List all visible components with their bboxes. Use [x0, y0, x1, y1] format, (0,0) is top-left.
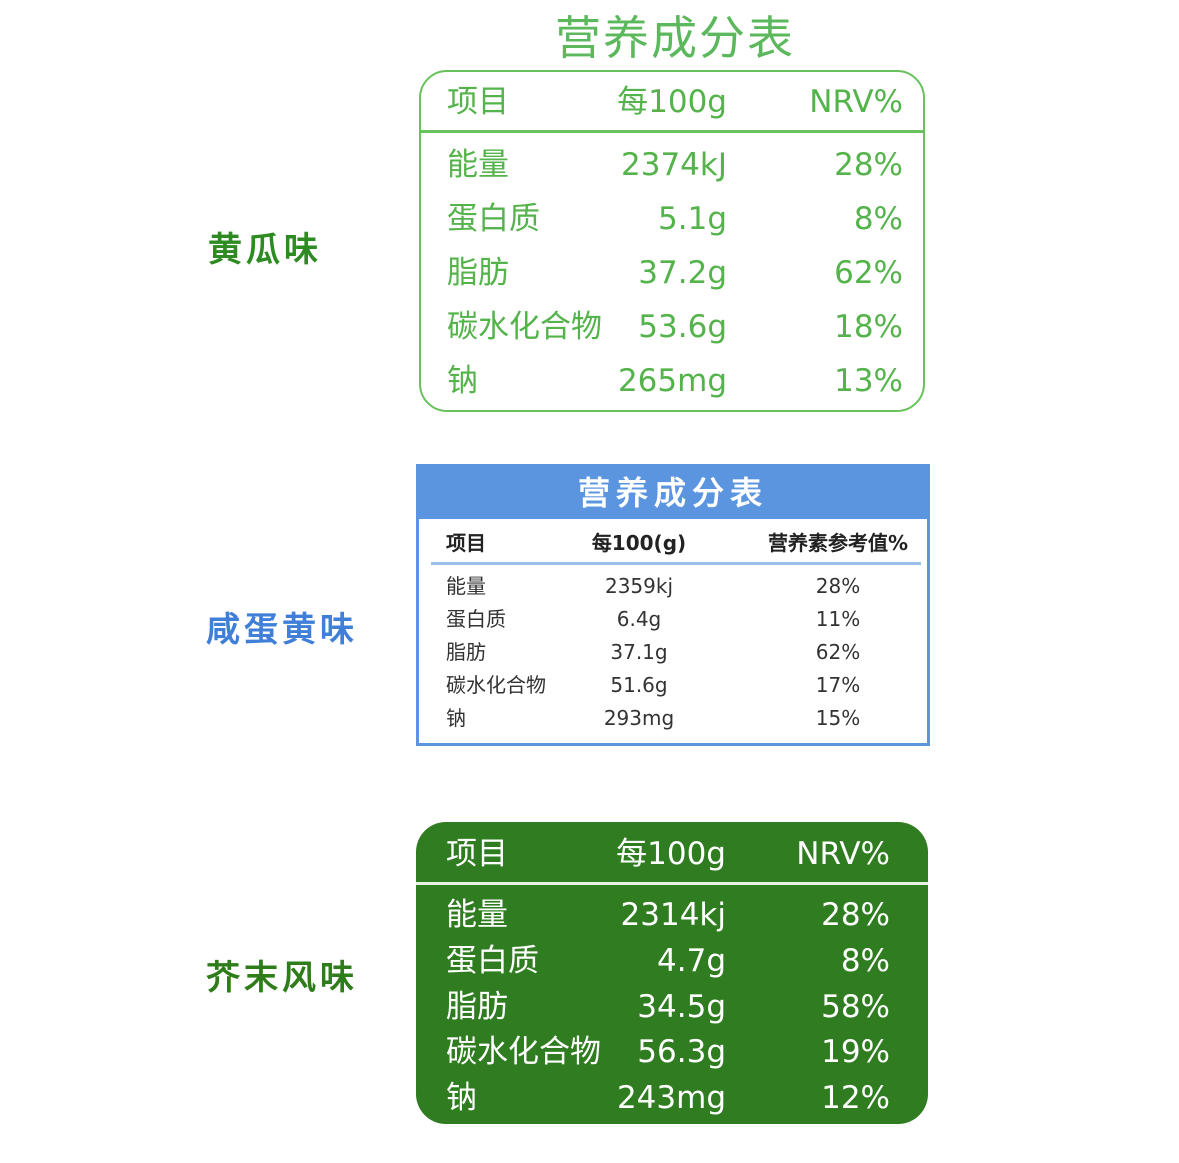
- row-amount: 51.6g: [610, 673, 668, 697]
- row-nrv: 13%: [834, 363, 903, 399]
- row-name: 钠: [447, 363, 478, 399]
- table-banner-title: 营养成分表: [419, 467, 927, 519]
- header-per-100g: 每100g: [616, 836, 726, 872]
- row-nrv: 11%: [815, 607, 861, 631]
- flavor-label-wasabi: 芥末风味: [206, 958, 358, 998]
- header-per-100g: 每100g: [617, 84, 727, 120]
- row-name: 蛋白质: [447, 201, 540, 237]
- row-name: 蛋白质: [446, 943, 539, 979]
- row-nrv: 28%: [834, 147, 903, 183]
- flavor-label-cucumber: 黄瓜味: [208, 230, 322, 270]
- row-nrv: 62%: [815, 640, 861, 664]
- row-name: 钠: [446, 706, 466, 730]
- row-name: 钠: [446, 1080, 477, 1116]
- row-nrv: 28%: [821, 897, 890, 933]
- row-amount: 6.4g: [616, 607, 662, 631]
- row-name: 碳水化合物: [446, 1034, 601, 1070]
- row-name: 碳水化合物: [446, 673, 546, 697]
- row-name: 脂肪: [446, 640, 486, 664]
- row-amount: 34.5g: [637, 989, 726, 1025]
- header-nrv: 营养素参考值%: [767, 531, 909, 555]
- row-amount: 243mg: [616, 1080, 726, 1116]
- row-amount: 293mg: [603, 706, 675, 730]
- header-divider: [421, 130, 923, 133]
- row-name: 能量: [446, 897, 508, 933]
- header-nrv: NRV%: [796, 836, 890, 872]
- row-nrv: 18%: [834, 309, 903, 345]
- row-nrv: 58%: [821, 989, 890, 1025]
- row-amount: 56.3g: [637, 1034, 726, 1070]
- nutrition-table-wasabi: 项目 每100g NRV% 能量 2314kj 28% 蛋白质 4.7g 8% …: [416, 822, 928, 1124]
- row-amount: 37.1g: [610, 640, 668, 664]
- header-per-100g: 每100(g): [591, 531, 687, 555]
- row-name: 脂肪: [446, 989, 508, 1025]
- row-amount: 2374kJ: [621, 147, 727, 183]
- row-nrv: 8%: [840, 943, 890, 979]
- row-nrv: 8%: [853, 201, 903, 237]
- row-nrv: 28%: [815, 574, 861, 598]
- row-nrv: 15%: [815, 706, 861, 730]
- row-name: 脂肪: [447, 255, 509, 291]
- nutrition-table-cucumber: 项目 每100g NRV% 能量 2374kJ 28% 蛋白质 5.1g 8% …: [419, 70, 925, 412]
- row-name: 碳水化合物: [447, 309, 602, 345]
- row-nrv: 17%: [815, 673, 861, 697]
- header-divider: [416, 882, 928, 885]
- row-amount: 2359kj: [604, 574, 674, 598]
- row-amount: 4.7g: [657, 943, 726, 979]
- header-item: 项目: [447, 84, 509, 120]
- row-nrv: 62%: [834, 255, 903, 291]
- header-item: 项目: [446, 531, 486, 555]
- row-nrv: 19%: [821, 1034, 890, 1070]
- header-divider: [431, 562, 921, 565]
- header-nrv: NRV%: [809, 84, 903, 120]
- row-amount: 37.2g: [638, 255, 727, 291]
- nutrition-table-salted-egg-yolk: 营养成分表 项目 每100(g) 营养素参考值% 能量 2359kj 28% 蛋…: [416, 464, 930, 746]
- row-amount: 2314kj: [620, 897, 726, 933]
- flavor-label-salted-egg-yolk: 咸蛋黄味: [206, 610, 358, 650]
- row-name: 能量: [446, 574, 486, 598]
- row-name: 能量: [447, 147, 509, 183]
- page-title: 营养成分表: [555, 11, 795, 65]
- row-amount: 265mg: [617, 363, 727, 399]
- row-amount: 5.1g: [658, 201, 727, 237]
- row-amount: 53.6g: [638, 309, 727, 345]
- row-nrv: 12%: [821, 1080, 890, 1116]
- header-item: 项目: [446, 836, 508, 872]
- row-name: 蛋白质: [446, 607, 506, 631]
